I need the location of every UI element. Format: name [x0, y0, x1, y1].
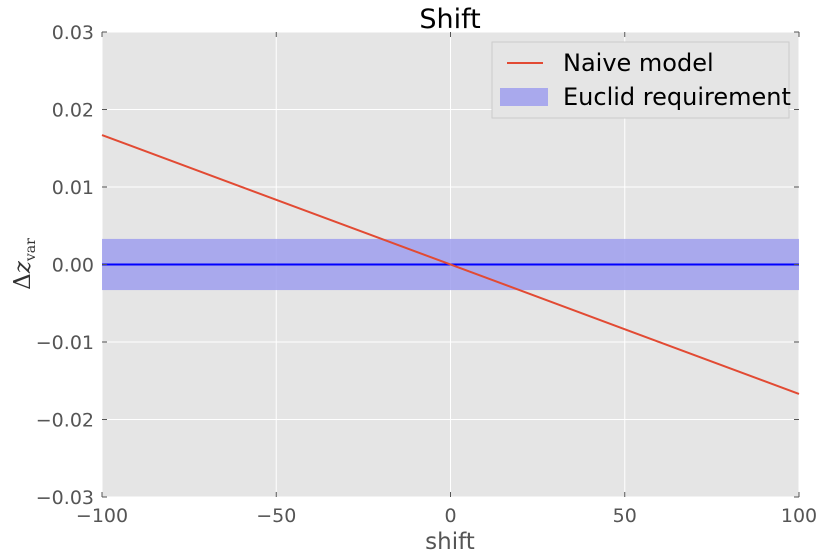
y-tick-label: −0.02 — [36, 410, 94, 432]
series-layer — [101, 134, 800, 395]
y-tick-label: 0.02 — [52, 100, 94, 122]
x-tick-label: 50 — [613, 505, 637, 527]
y-axis-label: Δzvar — [10, 238, 39, 290]
legend: Naive model Euclid requirement — [491, 41, 791, 119]
y-tick-label: 0.01 — [52, 177, 94, 199]
legend-swatch-euclid-requirement — [500, 88, 548, 106]
x-tick-label: −100 — [76, 505, 128, 527]
y-tick-label: 0.03 — [52, 22, 94, 44]
x-axis-label: shift — [425, 529, 475, 555]
chart-title: Shift — [419, 4, 480, 35]
y-tick-label: −0.01 — [36, 332, 94, 354]
tick-labels: −100 −50 0 50 100 −0.03 −0.02 −0.01 0.00 0.01 0.02… — [36, 22, 817, 527]
series-line-naive-model — [101, 134, 800, 395]
legend-label-euclid-requirement: Euclid requirement — [563, 83, 791, 111]
y-axis-label-z: z — [10, 260, 36, 274]
y-tick-label: −0.03 — [36, 487, 94, 509]
x-tick-label: 100 — [781, 505, 817, 527]
y-axis-label-delta: Δ — [10, 273, 36, 290]
y-axis-label-sub: var — [23, 238, 39, 262]
ticks-layer — [101, 31, 800, 498]
x-tick-label: 0 — [444, 505, 456, 527]
y-tick-label: 0.00 — [52, 255, 94, 277]
legend-label-naive-model: Naive model — [563, 49, 714, 77]
svg-text:Δzvar: Δzvar — [10, 238, 39, 290]
x-tick-label: −50 — [256, 505, 296, 527]
